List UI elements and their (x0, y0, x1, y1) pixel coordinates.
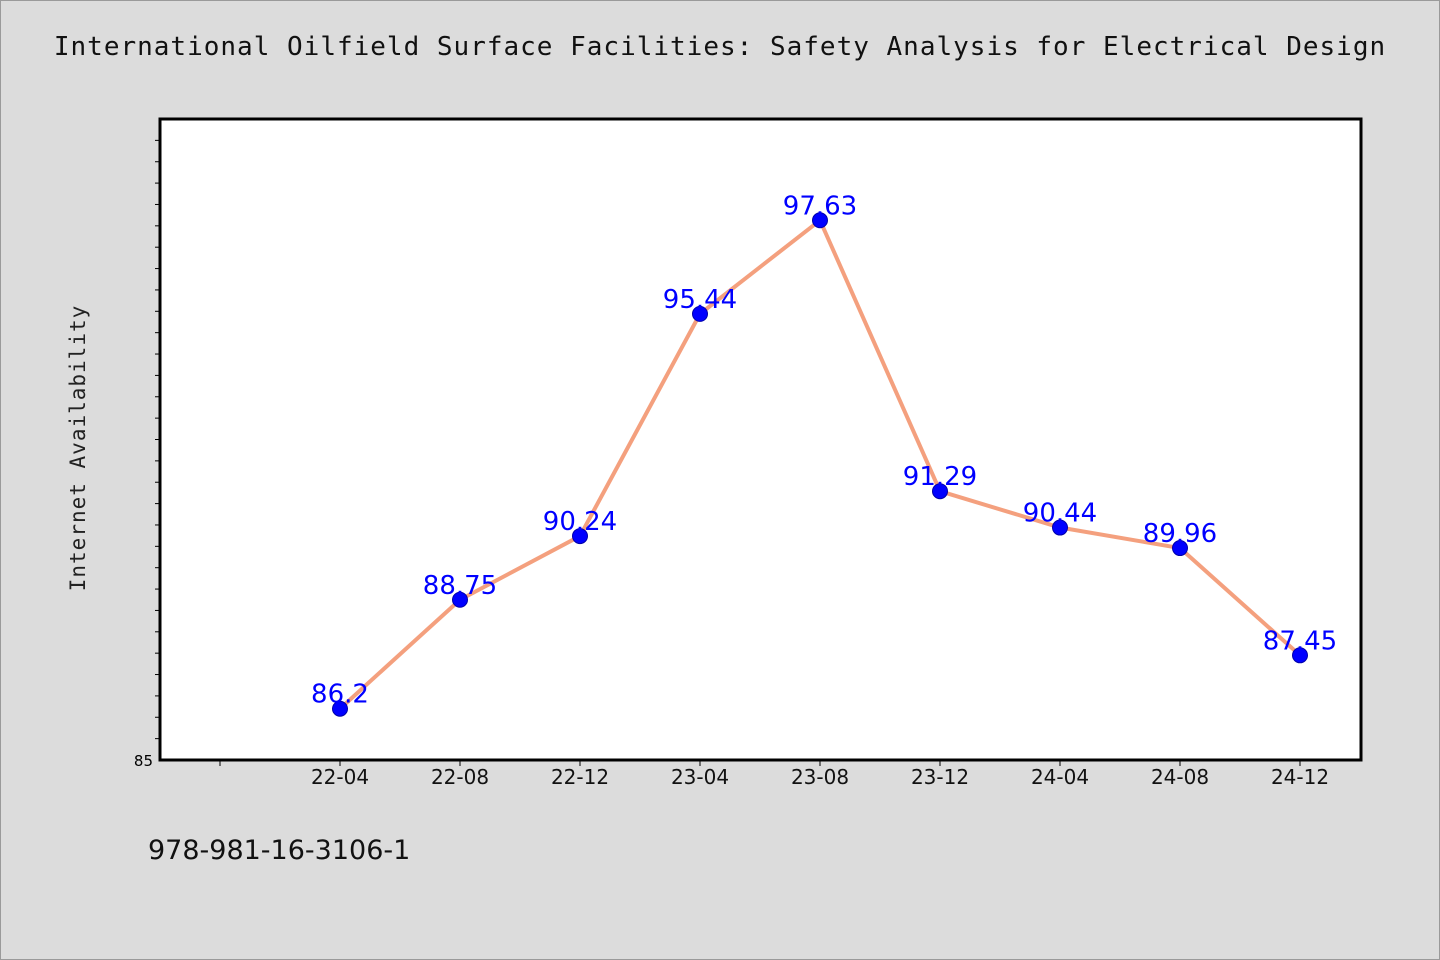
chart-title: International Oilfield Surface Facilitie… (53, 32, 1387, 62)
data-point (572, 528, 588, 545)
x-tick-label: 24-12 (1271, 765, 1329, 789)
data-point (452, 591, 468, 608)
data-label: 90.44 (1023, 499, 1097, 529)
x-axis-ticks: 22-04 22-08 22-12 23-04 23-08 23-12 24-04 24-08… (219, 760, 1329, 789)
plot-area (158, 117, 1363, 762)
x-tick-label: 23-04 (671, 765, 729, 789)
y-tick-label: 85 (134, 752, 153, 770)
x-tick-label: 23-12 (911, 765, 969, 789)
data-label: 88.75 (423, 571, 497, 601)
data-point (932, 483, 948, 500)
data-point (692, 305, 708, 322)
data-label: 87.45 (1263, 626, 1337, 656)
data-label-layer: 86.2 88.75 90.24 95.44 97.63 91.29 90.44 89.96 8… (311, 191, 1337, 709)
data-point (332, 700, 348, 717)
x-tick-label: 22-08 (431, 765, 489, 789)
data-label: 86.2 (311, 680, 369, 710)
x-tick-label: 23-08 (791, 765, 849, 789)
data-label: 97.63 (783, 191, 857, 221)
series-layer (332, 212, 1308, 717)
y-axis-ticks: 85 (134, 139, 160, 770)
x-tick-label: 22-04 (311, 765, 369, 789)
data-point (812, 212, 828, 229)
data-label: 95.44 (663, 285, 737, 315)
x-tick-label: 22-12 (551, 765, 609, 789)
data-label: 89.96 (1143, 519, 1217, 549)
data-point (1052, 519, 1068, 536)
x-tick-label: 24-04 (1031, 765, 1089, 789)
x-tick-label: 24-08 (1151, 765, 1209, 789)
isbn-footer: 978-981-16-3106-1 (148, 835, 411, 866)
data-label: 91.29 (903, 462, 977, 492)
data-point (1172, 540, 1188, 557)
data-label: 90.24 (543, 507, 617, 537)
data-point (1292, 647, 1308, 664)
